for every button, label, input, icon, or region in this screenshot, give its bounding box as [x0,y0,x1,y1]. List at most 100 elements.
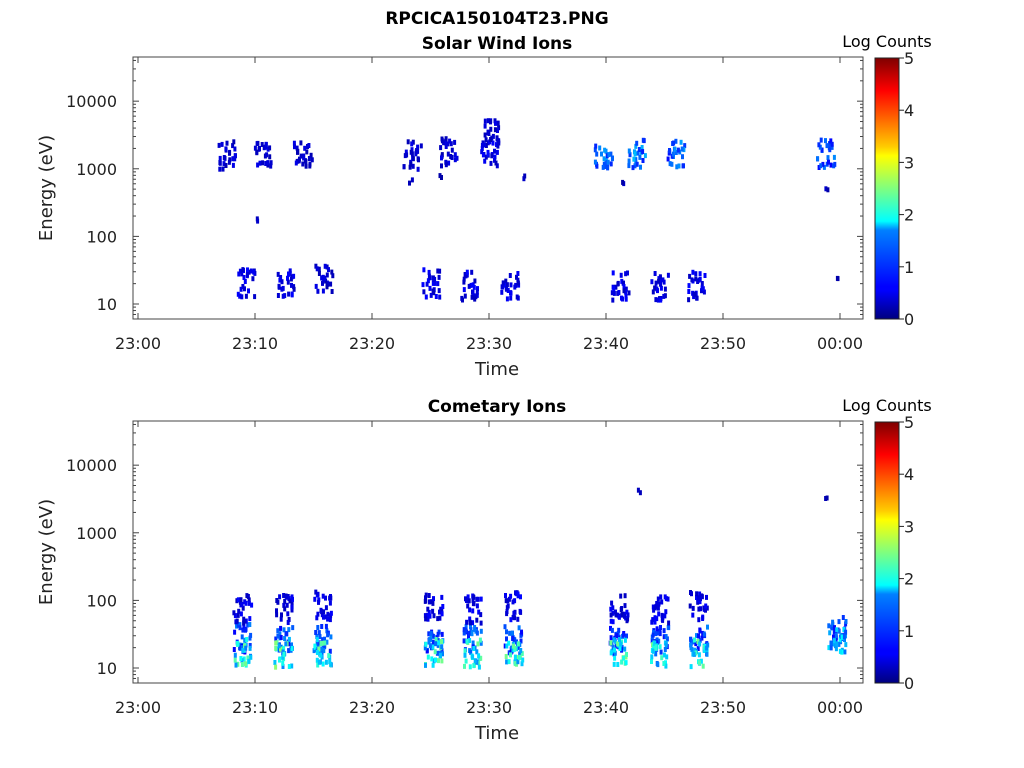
heatmap-cell [436,268,440,274]
heatmap-cell [623,603,627,609]
heatmap-cell [698,641,702,647]
heatmap-cell [434,637,438,642]
heatmap-cell [618,646,622,651]
heatmap-cell [250,602,254,608]
heatmap-cell [695,633,698,639]
cometary-y-axis: 10 100 1000 10000 [66,423,863,684]
heatmap-cell [290,607,294,613]
solar-wind-colorbar [874,57,900,320]
heatmap-cell [668,161,672,167]
heatmap-cell [507,659,511,665]
heatmap-cell [609,606,613,612]
heatmap-cell [253,145,257,151]
heatmap-cell [278,277,282,283]
heatmap-cell [491,140,495,146]
heatmap-cell [650,638,654,644]
heatmap-cell [239,611,243,617]
heatmap-cell [330,269,334,275]
heatmap-cell [320,649,324,655]
heatmap-cell [654,631,658,637]
heatmap-cell [428,285,432,291]
heatmap-cell [312,648,316,654]
heatmap-cell [831,619,835,625]
heatmap-cell [256,140,260,146]
heatmap-cell [475,649,479,655]
heatmap-cell [477,664,481,670]
heatmap-cell [448,138,452,144]
heatmap-cell [697,617,701,623]
heatmap-cell [704,603,708,609]
heatmap-cell [408,164,412,170]
heatmap-cell [620,659,624,665]
heatmap-cell [486,118,490,124]
heatmap-cell [828,141,831,147]
heatmap-cell [431,600,435,606]
heatmap-cell [247,269,251,275]
heatmap-cell [475,617,479,623]
heatmap-cell [493,148,496,154]
heatmap-cell [504,593,507,598]
heatmap-cell [463,648,467,654]
heatmap-cell [257,146,261,152]
heatmap-cell [833,625,836,631]
heatmap-cell [636,487,640,493]
heatmap-cell [438,173,442,179]
heatmap-cell [842,627,846,632]
heatmap-cell [632,156,636,162]
heatmap-cell [299,153,303,159]
heatmap-cell [455,155,459,161]
heatmap-cell [287,636,291,642]
heatmap-cell [324,605,328,611]
heatmap-cell [316,662,320,668]
heatmap-cell [316,288,320,294]
heatmap-cell [239,656,243,661]
heatmap-cell [240,662,244,667]
heatmap-cell [659,625,662,630]
heatmap-cell [410,147,414,153]
cometary-colorbar-label: Log Counts [842,396,932,415]
heatmap-cell [515,274,518,280]
heatmap-cell [613,655,617,661]
heatmap-cell [667,625,671,631]
heatmap-cell [519,638,523,644]
heatmap-cell [264,141,268,147]
heatmap-cell [513,598,517,604]
heatmap-cell [517,625,521,631]
heatmap-cell [828,630,832,636]
heatmap-cell [624,289,628,295]
heatmap-cell [444,144,448,149]
heatmap-cell [697,606,701,612]
heatmap-cell [249,632,253,638]
heatmap-cell [626,270,629,276]
heatmap-cell [674,150,678,155]
heatmap-cell [520,629,523,635]
heatmap-cell [238,599,242,605]
heatmap-cell [504,278,508,284]
heatmap-cell [440,138,444,144]
heatmap-cell [469,649,473,655]
heatmap-cell [619,593,623,599]
heatmap-cell [424,662,427,668]
heatmap-cell [679,139,683,145]
heatmap-cell [657,278,661,284]
colorbar-tick-label: 0 [904,674,914,693]
heatmap-cell [667,620,671,626]
heatmap-cell [625,633,628,639]
solar-wind-plot-frame [132,56,864,320]
heatmap-cell [279,275,283,280]
heatmap-cell [638,154,642,160]
heatmap-cell [426,606,430,612]
heatmap-cell [652,630,656,635]
heatmap-cell [611,605,615,611]
heatmap-cell [317,630,321,636]
heatmap-cell [424,616,428,622]
heatmap-cell [495,149,499,155]
heatmap-cell [437,288,441,294]
heatmap-cell [607,152,611,158]
heatmap-cell [504,654,508,659]
heatmap-cell [319,652,323,658]
heatmap-cell [624,660,628,666]
y-tick-label: 1000 [76,524,117,543]
heatmap-cell [244,600,248,606]
heatmap-cell [698,591,702,597]
